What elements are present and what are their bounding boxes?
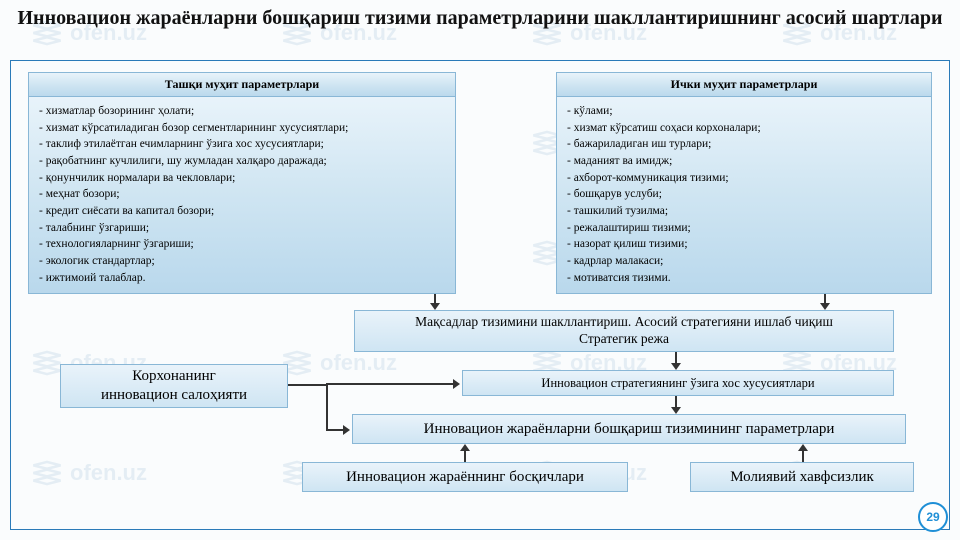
internal-param-item: - бошқарув услуби;: [567, 186, 921, 203]
arrow-stages-to-params: [460, 444, 470, 462]
internal-param-item: - кадрлар малакаси;: [567, 253, 921, 270]
internal-param-item: - хизмат кўрсатиш соҳаси корхоналари;: [567, 120, 921, 137]
external-param-item: - талабнинг ўзгариши;: [39, 220, 445, 237]
external-params-body: - хизматлар бозорининг ҳолати;- хизмат к…: [28, 96, 456, 294]
internal-param-item: - маданият ва имидж;: [567, 153, 921, 170]
fin-security-box: Молиявий хавфсизлик: [690, 462, 914, 492]
arrow-ext-to-goals: [430, 294, 440, 310]
external-param-item: - хизматлар бозорининг ҳолати;: [39, 103, 445, 120]
fin-security-label: Молиявий хавфсизлик: [730, 469, 874, 486]
enterprise-capacity-box: Корхонанинг инновацион салоҳияти: [60, 364, 288, 408]
external-param-item: - ижтимоий талаблар.: [39, 270, 445, 287]
external-params-box: Ташқи муҳит параметрлари: [28, 72, 456, 98]
arrow-int-to-goals: [820, 294, 830, 310]
external-params-header: Ташқи муҳит параметрлари: [29, 73, 455, 97]
goals-box: Мақсадлар тизимини шакллантириш. Асосий …: [354, 310, 894, 352]
slide-title: Инновацион жараёнларни бошқариш тизими п…: [0, 6, 960, 31]
external-param-item: - экологик стандартлар;: [39, 253, 445, 270]
goals-line2: Стратегик режа: [579, 331, 669, 348]
enterprise-capacity-l1: Корхонанинг: [132, 367, 216, 386]
internal-param-item: - мотиватсия тизими.: [567, 270, 921, 287]
arrow-finsec-to-params: [798, 444, 808, 462]
arrow-enterprise-to-params: [326, 428, 354, 438]
process-stages-label: Инновацион жараённинг босқичлари: [346, 469, 584, 486]
external-param-item: - кредит сиёсати ва капитал бозори;: [39, 203, 445, 220]
internal-param-item: - ахборот-коммуникация тизими;: [567, 170, 921, 187]
enterprise-capacity-l2: инновацион салоҳияти: [101, 386, 247, 405]
internal-param-item: - назорат қилиш тизими;: [567, 236, 921, 253]
page-number: 29: [926, 510, 939, 524]
external-param-item: - рақобатнинг кучлилиги, шу жумладан хал…: [39, 153, 445, 170]
internal-params-box: Ички муҳит параметрлари: [556, 72, 932, 98]
internal-params-header: Ички муҳит параметрлари: [557, 73, 931, 97]
internal-params-body: - кўлами;- хизмат кўрсатиш соҳаси корхон…: [556, 96, 932, 294]
arrow-enterprise-to-strategy: [326, 382, 462, 392]
system-params-label: Инновацион жараёнларни бошқариш тизимини…: [424, 421, 835, 438]
arrow-goals-to-strategy: [671, 352, 681, 370]
external-param-item: - таклиф этилаётган ечимларнинг ўзига хо…: [39, 136, 445, 153]
internal-param-item: - режалаштириш тизими;: [567, 220, 921, 237]
external-param-item: - қонунчилик нормалари ва чекловлари;: [39, 170, 445, 187]
strategy-features-box: Инновацион стратегиянинг ўзига хос хусус…: [462, 370, 894, 396]
page-number-badge: 29: [918, 502, 948, 532]
connector-enterprise-trunk: [288, 384, 328, 386]
external-param-item: - технологияларнинг ўзгариши;: [39, 236, 445, 253]
internal-param-item: - кўлами;: [567, 103, 921, 120]
arrow-strategy-to-params: [671, 396, 681, 414]
external-param-item: - хизмат кўрсатиладиган бозор сегментлар…: [39, 120, 445, 137]
system-params-box: Инновацион жараёнларни бошқариш тизимини…: [352, 414, 906, 444]
external-param-item: - меҳнат бозори;: [39, 186, 445, 203]
goals-line1: Мақсадлар тизимини шакллантириш. Асосий …: [415, 314, 833, 331]
internal-param-item: - бажариладиган иш турлари;: [567, 136, 921, 153]
strategy-features-label: Инновацион стратегиянинг ўзига хос хусус…: [541, 376, 814, 391]
internal-param-item: - ташкилий тузилма;: [567, 203, 921, 220]
process-stages-box: Инновацион жараённинг босқичлари: [302, 462, 628, 492]
